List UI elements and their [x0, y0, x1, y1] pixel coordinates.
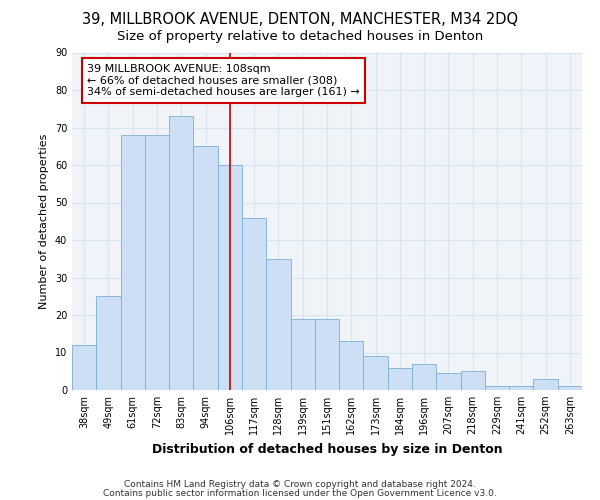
Bar	[193, 146, 218, 390]
Bar	[72, 345, 96, 390]
Bar	[436, 373, 461, 390]
Bar	[533, 379, 558, 390]
Bar	[509, 386, 533, 390]
Text: Size of property relative to detached houses in Denton: Size of property relative to detached ho…	[117, 30, 483, 43]
Bar	[169, 116, 193, 390]
Text: Contains public sector information licensed under the Open Government Licence v3: Contains public sector information licen…	[103, 488, 497, 498]
Bar	[558, 386, 582, 390]
Bar	[218, 165, 242, 390]
Y-axis label: Number of detached properties: Number of detached properties	[39, 134, 49, 309]
X-axis label: Distribution of detached houses by size in Denton: Distribution of detached houses by size …	[152, 442, 502, 456]
Bar	[485, 386, 509, 390]
Bar	[145, 135, 169, 390]
Text: 39 MILLBROOK AVENUE: 108sqm
← 66% of detached houses are smaller (308)
34% of se: 39 MILLBROOK AVENUE: 108sqm ← 66% of det…	[87, 64, 360, 97]
Bar	[121, 135, 145, 390]
Bar	[290, 319, 315, 390]
Bar	[339, 341, 364, 390]
Bar	[412, 364, 436, 390]
Bar	[96, 296, 121, 390]
Bar	[315, 319, 339, 390]
Bar	[364, 356, 388, 390]
Bar	[266, 259, 290, 390]
Bar	[388, 368, 412, 390]
Bar	[242, 218, 266, 390]
Bar	[461, 371, 485, 390]
Text: Contains HM Land Registry data © Crown copyright and database right 2024.: Contains HM Land Registry data © Crown c…	[124, 480, 476, 489]
Text: 39, MILLBROOK AVENUE, DENTON, MANCHESTER, M34 2DQ: 39, MILLBROOK AVENUE, DENTON, MANCHESTER…	[82, 12, 518, 28]
